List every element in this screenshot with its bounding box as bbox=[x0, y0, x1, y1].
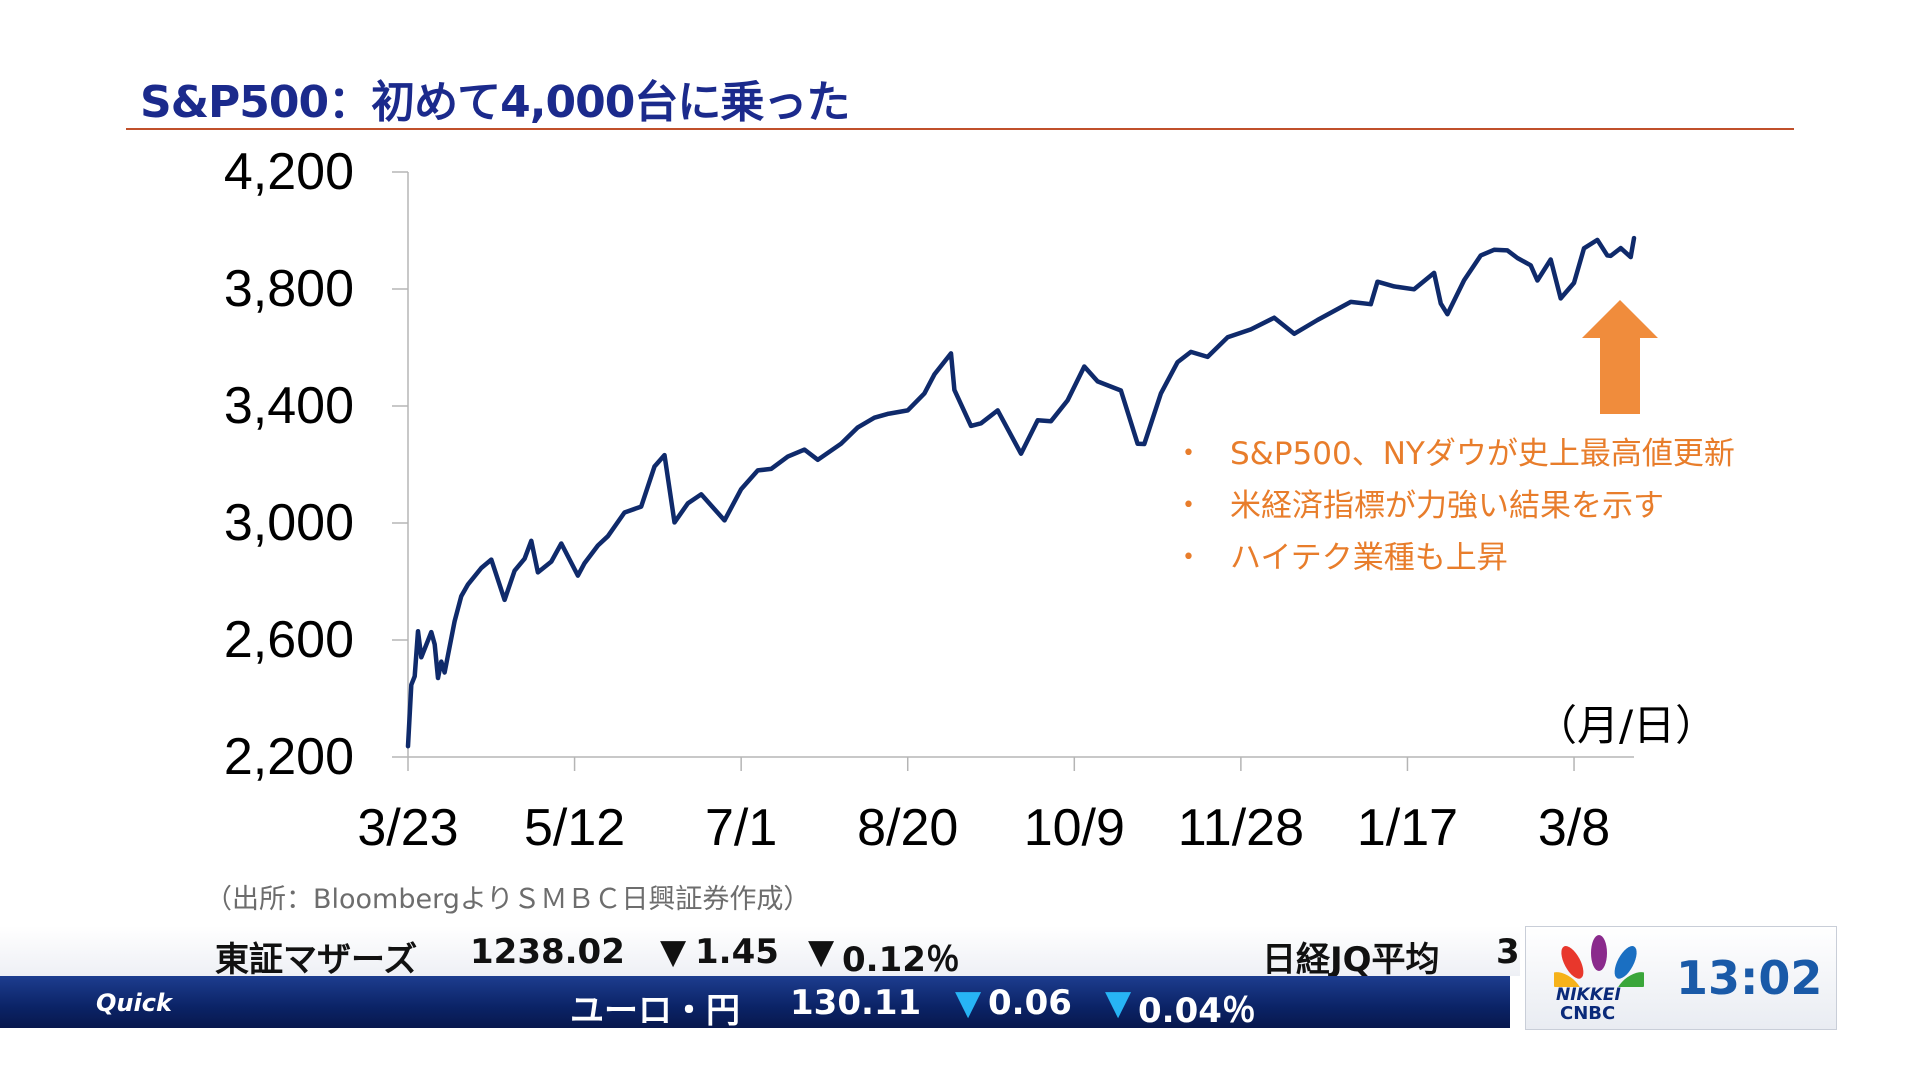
down-triangle-icon: ▼ bbox=[1105, 983, 1132, 1023]
nikkei-cnbc-logo-box: NIKKEI CNBC 13:02 bbox=[1525, 926, 1837, 1030]
x-axis-unit-label: （月/日） bbox=[1535, 701, 1718, 750]
ticker-upper-row: 東証マザーズ 1238.02 ▼ 1.45 ▼ 0.12％ 日経JQ平均 3 bbox=[0, 926, 1520, 980]
ticker-next-index-name: 日経JQ平均 bbox=[1262, 940, 1440, 980]
bullet-text: ハイテク業種も上昇 bbox=[1230, 540, 1508, 576]
bullet-marker: • bbox=[1182, 545, 1195, 570]
ticker-fx-change-percent: 0.04％ bbox=[1138, 991, 1256, 1031]
x-tick-label: 11/28 bbox=[1178, 799, 1304, 857]
x-tick-label: 1/17 bbox=[1357, 799, 1458, 857]
x-tick-label: 8/20 bbox=[857, 799, 958, 857]
ticker-fx-change: 0.06 bbox=[988, 983, 1072, 1023]
ticker-change-percent: 0.12％ bbox=[842, 940, 960, 980]
chart-axes bbox=[407, 172, 1634, 758]
bullet-item: • ハイテク業種も上昇 bbox=[1182, 532, 1735, 584]
ticker-fx-name: ユーロ・円 bbox=[570, 991, 740, 1031]
ticker-change: 1.45 bbox=[695, 932, 779, 972]
bullet-item: • 米経済指標が力強い結果を示す bbox=[1182, 480, 1735, 532]
bullet-text: S&P500、NYダウが史上最高値更新 bbox=[1230, 436, 1735, 472]
down-triangle-icon: ▼ bbox=[808, 932, 835, 972]
broadcast-clock: 13:02 bbox=[1676, 951, 1823, 1005]
ticker-index-value: 1238.02 bbox=[470, 932, 625, 972]
down-triangle-icon: ▼ bbox=[955, 983, 982, 1023]
title-underline bbox=[126, 128, 1794, 130]
bullet-marker: • bbox=[1182, 493, 1195, 518]
source-note: （出所：BloombergよりＳＭＢＣ日興証券作成） bbox=[205, 884, 811, 915]
x-tick-label: 10/9 bbox=[1024, 799, 1125, 857]
x-axis-ticks: 3/23 5/12 7/1 8/20 10/9 11/28 1/17 3/8 bbox=[357, 757, 1610, 857]
quick-logo: Quick bbox=[96, 989, 172, 1017]
x-tick-label: 5/12 bbox=[524, 799, 625, 857]
ticker-index-name: 東証マザーズ bbox=[215, 940, 418, 980]
x-tick-label: 3/8 bbox=[1538, 799, 1610, 857]
nikkei-wordmark: NIKKEI bbox=[1556, 985, 1621, 1005]
y-tick-label: 2,600 bbox=[224, 611, 354, 669]
chart-title: S&P500：初めて4,000台に乗った bbox=[140, 77, 850, 128]
y-tick-label: 3,400 bbox=[224, 377, 354, 435]
x-tick-label: 3/23 bbox=[357, 799, 458, 857]
y-tick-label: 2,200 bbox=[224, 728, 354, 786]
y-tick-label: 3,800 bbox=[224, 260, 354, 318]
commentary-bullets: • S&P500、NYダウが史上最高値更新 • 米経済指標が力強い結果を示す • ハイ… bbox=[1182, 428, 1735, 584]
sp500-price-line bbox=[405, 235, 1637, 749]
x-tick-label: 7/1 bbox=[705, 799, 777, 857]
series-layer bbox=[405, 235, 1637, 749]
ticker-next-index-value: 3 bbox=[1496, 932, 1520, 972]
bullet-text: 米経済指標が力強い結果を示す bbox=[1230, 488, 1664, 524]
bullet-marker: • bbox=[1182, 441, 1195, 466]
down-triangle-icon: ▼ bbox=[660, 932, 687, 972]
nbc-peacock-icon bbox=[1554, 935, 1644, 987]
y-tick-label: 4,200 bbox=[224, 143, 354, 201]
y-tick-label: 3,000 bbox=[224, 494, 354, 552]
ticker-lower-row: Quick ユーロ・円 130.11 ▼ 0.06 ▼ 0.04％ bbox=[0, 976, 1510, 1031]
y-axis-ticks: 2,200 2,600 3,000 3,400 3,800 4,200 bbox=[224, 143, 408, 786]
cnbc-wordmark: CNBC bbox=[1560, 1003, 1616, 1024]
bullet-item: • S&P500、NYダウが史上最高値更新 bbox=[1182, 428, 1735, 480]
ticker-fx-value: 130.11 bbox=[790, 983, 922, 1023]
up-arrow-icon bbox=[1582, 300, 1658, 414]
